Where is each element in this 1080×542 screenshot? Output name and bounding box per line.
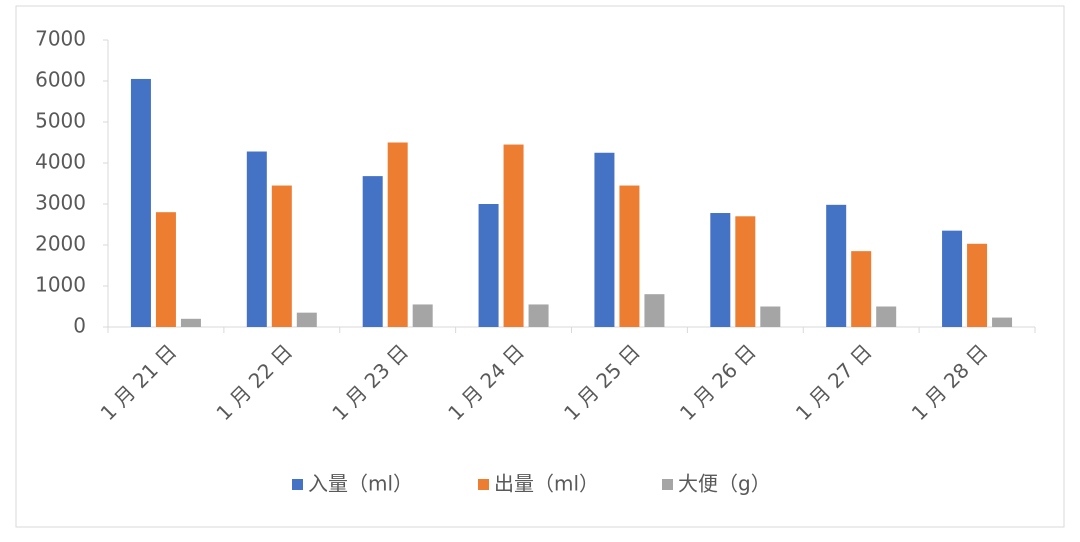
- bar: [644, 294, 665, 327]
- legend-swatch: [478, 479, 489, 490]
- bar: [735, 216, 756, 327]
- legend-label: 大便（g）: [678, 472, 771, 496]
- bar: [155, 212, 176, 327]
- bar: [942, 230, 963, 327]
- bar: [362, 176, 383, 327]
- bar: [992, 317, 1013, 327]
- bar: [826, 204, 847, 327]
- bar: [760, 306, 781, 327]
- y-tick-label: 1000: [35, 273, 86, 297]
- legend-swatch: [662, 479, 673, 490]
- y-tick-label: 3000: [35, 191, 86, 215]
- bar: [412, 304, 433, 327]
- legend-label: 入量（ml）: [308, 472, 413, 496]
- y-tick-label: 4000: [35, 150, 86, 174]
- bar: [246, 151, 267, 327]
- bar: [967, 243, 988, 327]
- bar: [619, 185, 640, 327]
- legend-swatch: [292, 479, 303, 490]
- bar: [387, 142, 408, 327]
- bar: [130, 78, 151, 327]
- bar: [180, 318, 201, 327]
- bar: [851, 251, 872, 327]
- bar: [296, 312, 317, 327]
- y-tick-label: 6000: [35, 68, 86, 92]
- bar: [710, 213, 731, 327]
- legend-label: 出量（ml）: [494, 472, 599, 496]
- chart-frame: [15, 5, 1065, 528]
- y-tick-label: 5000: [35, 109, 86, 133]
- bar: [594, 152, 615, 327]
- y-tick-label: 7000: [35, 27, 86, 51]
- y-tick-label: 0: [73, 314, 86, 338]
- bar: [478, 204, 499, 327]
- bar: [503, 144, 524, 327]
- bar: [528, 304, 549, 327]
- bar: [876, 306, 897, 327]
- y-tick-label: 2000: [35, 232, 86, 256]
- bar: [271, 185, 292, 327]
